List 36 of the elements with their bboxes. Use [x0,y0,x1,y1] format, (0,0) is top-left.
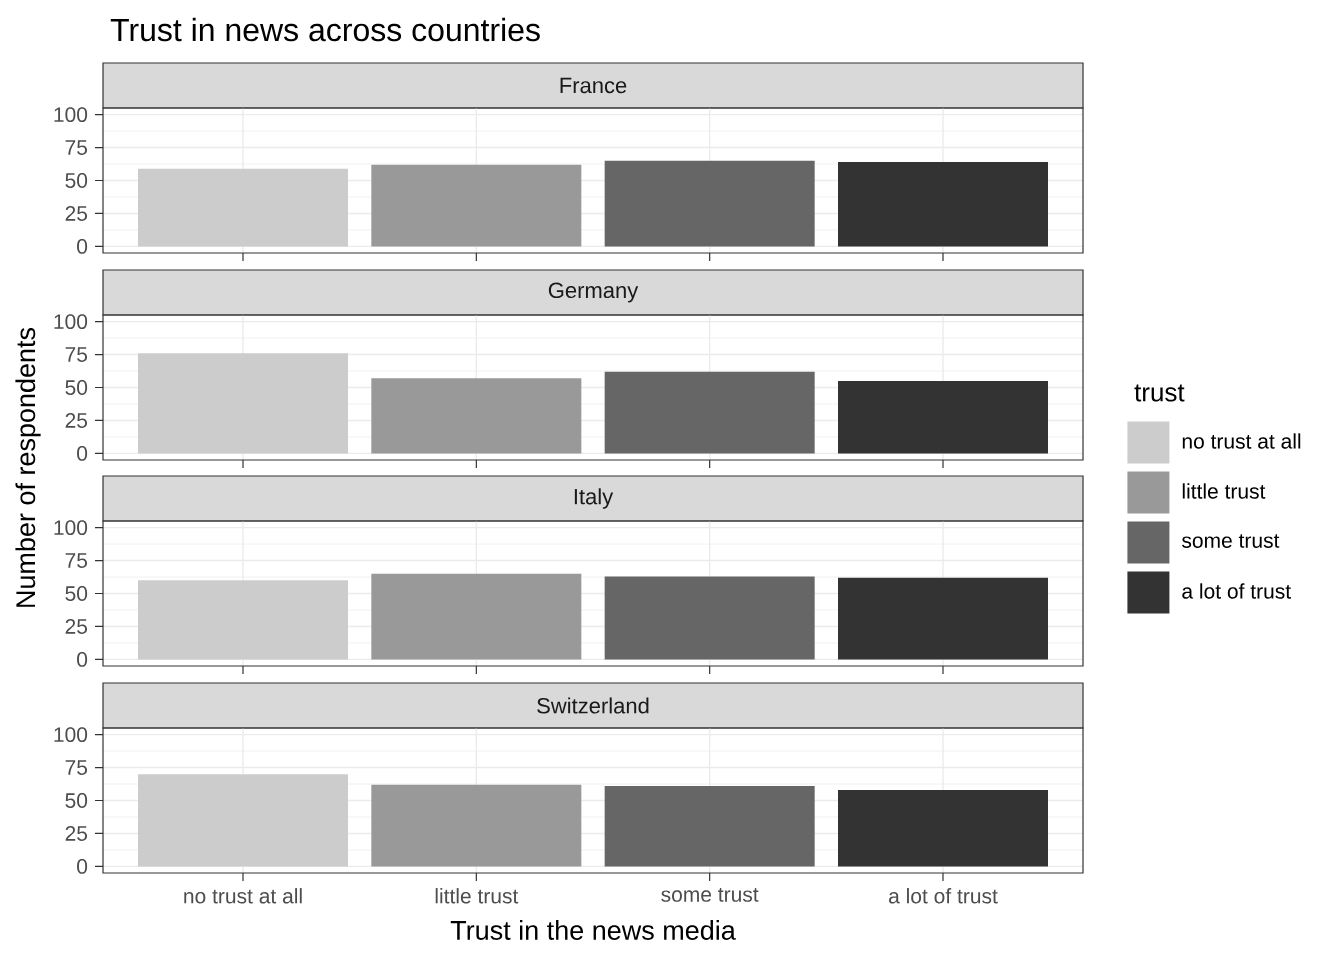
x-tick-label: a lot of trust [889,888,998,904]
y-tick-label: 75 [65,140,88,155]
legend-label: little trust [1182,483,1266,499]
y-tick-label: 75 [65,347,88,362]
y-tick-label: 0 [77,446,88,461]
legend-title: trust [1134,384,1185,402]
y-tick-label: 50 [65,793,88,808]
chart-title: Trust in news across countries [110,17,540,42]
y-tick-label: 0 [77,239,88,254]
y-tick-label: 100 [54,107,88,123]
legend-label: some trust [1182,534,1280,548]
chart-subtitle: Germany [548,282,639,303]
y-tick-label: 0 [77,859,88,874]
x-tick-label: some trust [661,888,759,902]
y-tick-label: 100 [54,314,88,330]
y-tick-label: 25 [65,619,88,634]
x-tick-label: no trust at all [184,888,302,904]
y-tick-label: 50 [65,173,88,188]
y-tick-label: 50 [65,380,88,395]
y-tick-label: 75 [65,553,88,568]
y-axis-title: Number of respondents [15,327,41,607]
chart-subtitle: France [560,77,627,94]
y-tick-label: 100 [54,520,88,536]
legend-label: no trust at all [1182,433,1301,449]
chart-subtitle: Switzerland [537,697,649,714]
legend-label: a lot of trust [1182,583,1291,599]
x-axis-title: Trust in the news media [450,920,736,940]
x-tick-label: little trust [435,888,519,904]
chart-subtitle: Italy [574,488,614,509]
y-tick-label: 100 [54,727,88,743]
y-tick-label: 25 [65,826,88,841]
y-tick-label: 0 [77,652,88,667]
y-tick-label: 50 [65,586,88,601]
y-tick-label: 25 [65,413,88,428]
y-tick-label: 75 [65,760,88,775]
y-tick-label: 25 [65,206,88,221]
